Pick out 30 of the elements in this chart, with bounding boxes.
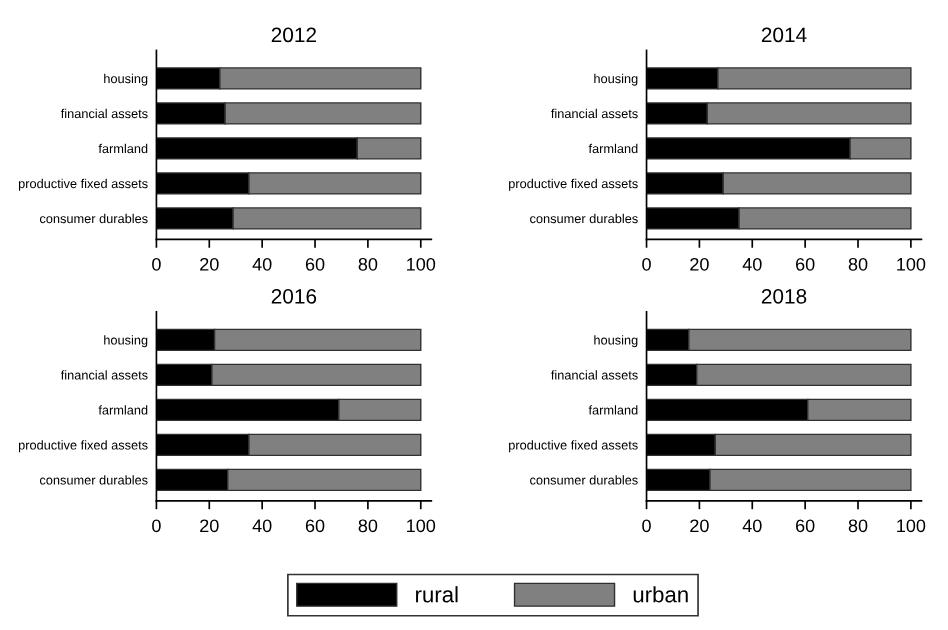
x-tick-label: 60: [796, 257, 815, 271]
x-tick-label: 40: [252, 257, 272, 271]
x-tick-label: 60: [796, 519, 815, 533]
x-tick-label: 20: [690, 257, 709, 271]
legend-label: urban: [633, 586, 688, 603]
x-tick-label: 0: [642, 519, 651, 533]
x-tick-label: 100: [407, 257, 436, 271]
x-tick-label: 0: [152, 519, 161, 533]
chart-title: 2012: [271, 27, 317, 43]
chart-title: 2016: [271, 288, 317, 304]
x-tick-label: 100: [897, 519, 926, 533]
x-tick-label: 20: [200, 257, 219, 271]
x-tick-label: 100: [407, 519, 436, 533]
x-tick-label: 60: [305, 519, 325, 533]
x-tick-label: 80: [358, 257, 378, 271]
x-tick-label: 100: [897, 257, 926, 271]
x-tick-label: 20: [200, 519, 219, 533]
chart-title: 2018: [761, 288, 807, 304]
x-tick-label: 80: [848, 257, 868, 271]
x-tick-label: 40: [252, 519, 272, 533]
x-tick-label: 0: [642, 257, 651, 271]
chart-title: 2014: [761, 27, 807, 43]
x-tick-label: 80: [358, 519, 378, 533]
x-tick-label: 80: [848, 519, 868, 533]
x-tick-label: 20: [690, 519, 709, 533]
legend-label: rural: [416, 586, 458, 603]
x-tick-label: 40: [742, 519, 762, 533]
x-tick-label: 40: [742, 257, 762, 271]
x-tick-label: 60: [305, 257, 325, 271]
x-tick-label: 0: [152, 257, 161, 271]
